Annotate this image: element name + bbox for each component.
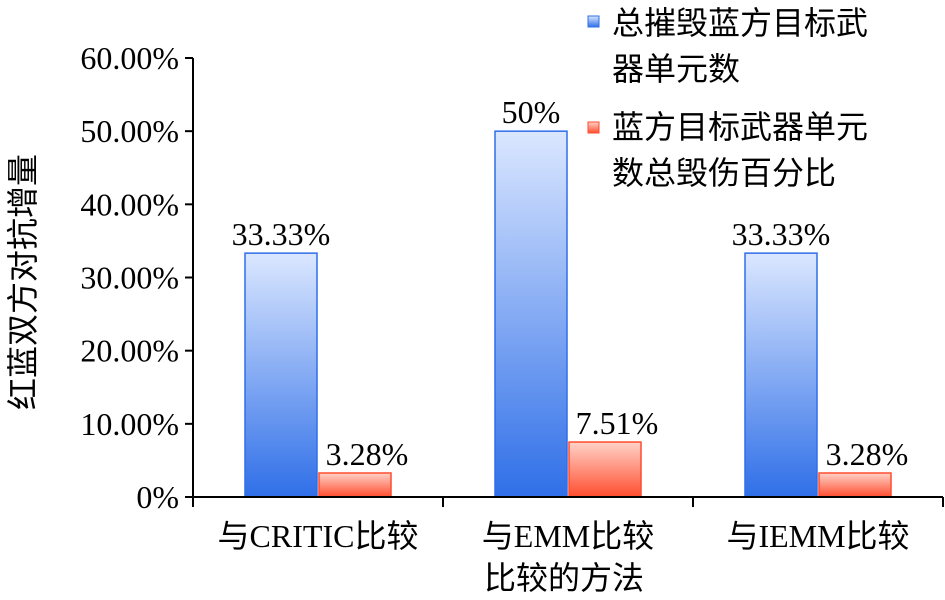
bar-series-1	[744, 252, 818, 498]
y-tick-label: 50.00%	[80, 113, 179, 149]
axes	[185, 57, 944, 507]
bars	[244, 130, 892, 498]
legend-label-series-1-line-2: 器单元数	[612, 51, 740, 87]
bar-series-2	[318, 472, 392, 498]
data-label-series-2: 3.28%	[326, 436, 409, 472]
bar-series-2	[568, 441, 642, 498]
bar-series-2	[818, 472, 892, 498]
legend-swatch-series-2	[587, 121, 600, 134]
y-tick-label: 10.00%	[80, 406, 179, 442]
x-tick-label: 与IEMM比较	[726, 518, 909, 554]
data-label-series-1: 33.33%	[232, 216, 331, 252]
data-label-series-1: 33.33%	[732, 216, 831, 252]
y-axis-label: 红蓝双方对抗增量	[5, 154, 41, 410]
y-tick-label: 20.00%	[80, 333, 179, 369]
x-tick-label: 与EMM比较	[482, 518, 654, 554]
legend-label-series-2-line-1: 蓝方目标武器单元	[612, 109, 868, 145]
y-tick-label: 60.00%	[80, 40, 179, 76]
y-axis-ticks: 0% 10.00% 20.00% 30.00% 40.00% 50.00% 60.00%	[80, 40, 179, 515]
bar-series-1	[494, 130, 568, 498]
data-label-series-2: 7.51%	[576, 405, 659, 441]
data-label-series-2: 3.28%	[826, 436, 909, 472]
x-axis-label: 比较的方法	[484, 560, 644, 596]
x-axis-categories: 与CRITIC比较 与EMM比较 与IEMM比较	[218, 518, 910, 554]
bar-series-1	[244, 252, 318, 498]
data-labels: 33.33% 3.28% 50% 7.51% 33.33% 3.28%	[232, 94, 909, 472]
x-tick-label: 与CRITIC比较	[218, 518, 419, 554]
y-tick-label: 0%	[136, 479, 179, 515]
data-label-series-1: 50%	[502, 94, 561, 130]
y-tick-label: 40.00%	[80, 186, 179, 222]
legend-label-series-2-line-2: 数总毁伤百分比	[612, 155, 836, 191]
legend-label-series-1-line-1: 总摧毁蓝方目标武	[612, 5, 868, 41]
y-tick-label: 30.00%	[80, 260, 179, 296]
legend: 总摧毁蓝方目标武 器单元数 蓝方目标武器单元 数总毁伤百分比	[587, 5, 868, 191]
legend-swatch-series-1	[587, 15, 600, 28]
